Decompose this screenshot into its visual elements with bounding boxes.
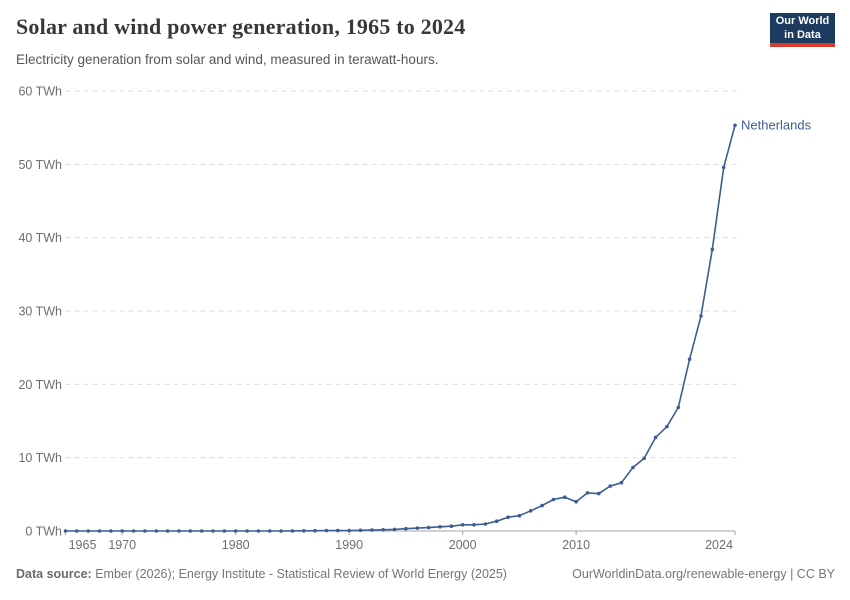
data-point[interactable] [438, 525, 442, 529]
data-point[interactable] [460, 523, 465, 527]
data-point[interactable] [687, 357, 692, 362]
owid-logo-line2: in Data [784, 29, 821, 41]
x-axis-tick-label: 2000 [449, 538, 477, 552]
data-point[interactable] [699, 314, 703, 318]
data-point[interactable] [733, 123, 737, 128]
data-point[interactable] [517, 513, 522, 518]
data-point[interactable] [619, 480, 624, 485]
data-point[interactable] [494, 519, 499, 523]
x-axis-tick-label: 2024 [705, 538, 733, 552]
data-point[interactable] [120, 529, 124, 533]
y-axis-tick-label: 60 TWh [18, 85, 62, 99]
data-point[interactable] [109, 529, 113, 533]
data-point[interactable] [653, 435, 658, 440]
y-axis-tick-label: 0 TWh [25, 525, 62, 539]
data-point[interactable] [268, 529, 272, 533]
data-source-note: Data source: Ember (2026); Energy Instit… [16, 567, 507, 581]
y-axis-tick-label: 20 TWh [18, 378, 62, 392]
chart-title: Solar and wind power generation, 1965 to… [16, 14, 466, 39]
data-point[interactable] [540, 503, 544, 508]
data-point[interactable] [313, 528, 317, 533]
owid-logo[interactable]: Our World in Data [770, 13, 835, 47]
data-point[interactable] [154, 529, 159, 533]
data-point[interactable] [381, 528, 386, 532]
data-point[interactable] [165, 529, 170, 533]
data-point[interactable] [665, 424, 669, 429]
x-axis-tick-label: 2010 [562, 538, 590, 552]
data-point[interactable] [710, 247, 715, 252]
data-point[interactable] [506, 515, 510, 519]
data-source-label: Data source: [16, 567, 92, 581]
data-point[interactable] [642, 456, 646, 461]
data-point[interactable] [721, 165, 726, 170]
data-point[interactable] [97, 529, 102, 533]
series-line-netherlands[interactable] [65, 125, 736, 532]
data-point[interactable] [86, 529, 90, 533]
data-point[interactable] [563, 495, 567, 500]
data-point[interactable] [336, 528, 340, 533]
y-axis-tick-label: 30 TWh [18, 305, 62, 319]
data-point[interactable] [449, 524, 454, 528]
owid-url-link[interactable]: OurWorldinData.org/renewable-energy | CC… [572, 567, 835, 581]
data-point[interactable] [279, 529, 283, 533]
data-point[interactable] [608, 484, 612, 488]
data-point[interactable] [347, 528, 352, 533]
data-point[interactable] [302, 529, 306, 533]
data-point[interactable] [528, 509, 533, 513]
y-axis-tick-label: 10 TWh [18, 451, 62, 465]
data-point[interactable] [222, 529, 227, 533]
data-point[interactable] [199, 529, 204, 533]
data-point[interactable] [188, 529, 193, 533]
data-point[interactable] [631, 465, 635, 470]
data-point[interactable] [370, 528, 374, 532]
data-point[interactable] [324, 528, 329, 533]
data-point[interactable] [256, 529, 261, 533]
chart-subtitle: Electricity generation from solar and wi… [16, 52, 439, 67]
owid-logo-line1: Our World [775, 14, 830, 27]
y-axis-tick-label: 40 TWh [18, 231, 62, 245]
data-point[interactable] [358, 528, 363, 533]
x-axis-tick-label: 1980 [222, 538, 250, 552]
data-point[interactable] [75, 529, 79, 533]
data-point[interactable] [676, 405, 681, 410]
data-point[interactable] [426, 525, 431, 530]
data-point[interactable] [233, 529, 238, 533]
data-point[interactable] [177, 529, 181, 533]
x-axis-tick-label: 1965 [69, 538, 97, 552]
data-point[interactable] [404, 526, 408, 531]
data-point[interactable] [63, 529, 68, 533]
data-point[interactable] [290, 529, 295, 533]
data-point[interactable] [211, 529, 215, 533]
data-point[interactable] [245, 529, 249, 533]
chart-footer: Data source: Ember (2026); Energy Instit… [16, 567, 835, 581]
y-axis-tick-label: 50 TWh [18, 158, 62, 172]
data-point[interactable] [472, 523, 476, 527]
data-point[interactable] [143, 529, 147, 533]
data-point[interactable] [551, 497, 556, 502]
x-axis-tick-label: 1990 [335, 538, 363, 552]
data-point[interactable] [483, 522, 488, 526]
data-source-text: Ember (2026); Energy Institute - Statist… [91, 567, 507, 581]
data-point[interactable] [392, 527, 397, 532]
data-point[interactable] [574, 499, 578, 504]
data-point[interactable] [585, 491, 590, 495]
data-point[interactable] [597, 491, 601, 496]
series-end-label: Netherlands [741, 117, 812, 132]
x-axis-tick-label: 1970 [108, 538, 136, 552]
data-point[interactable] [131, 529, 136, 533]
data-point[interactable] [415, 526, 420, 530]
